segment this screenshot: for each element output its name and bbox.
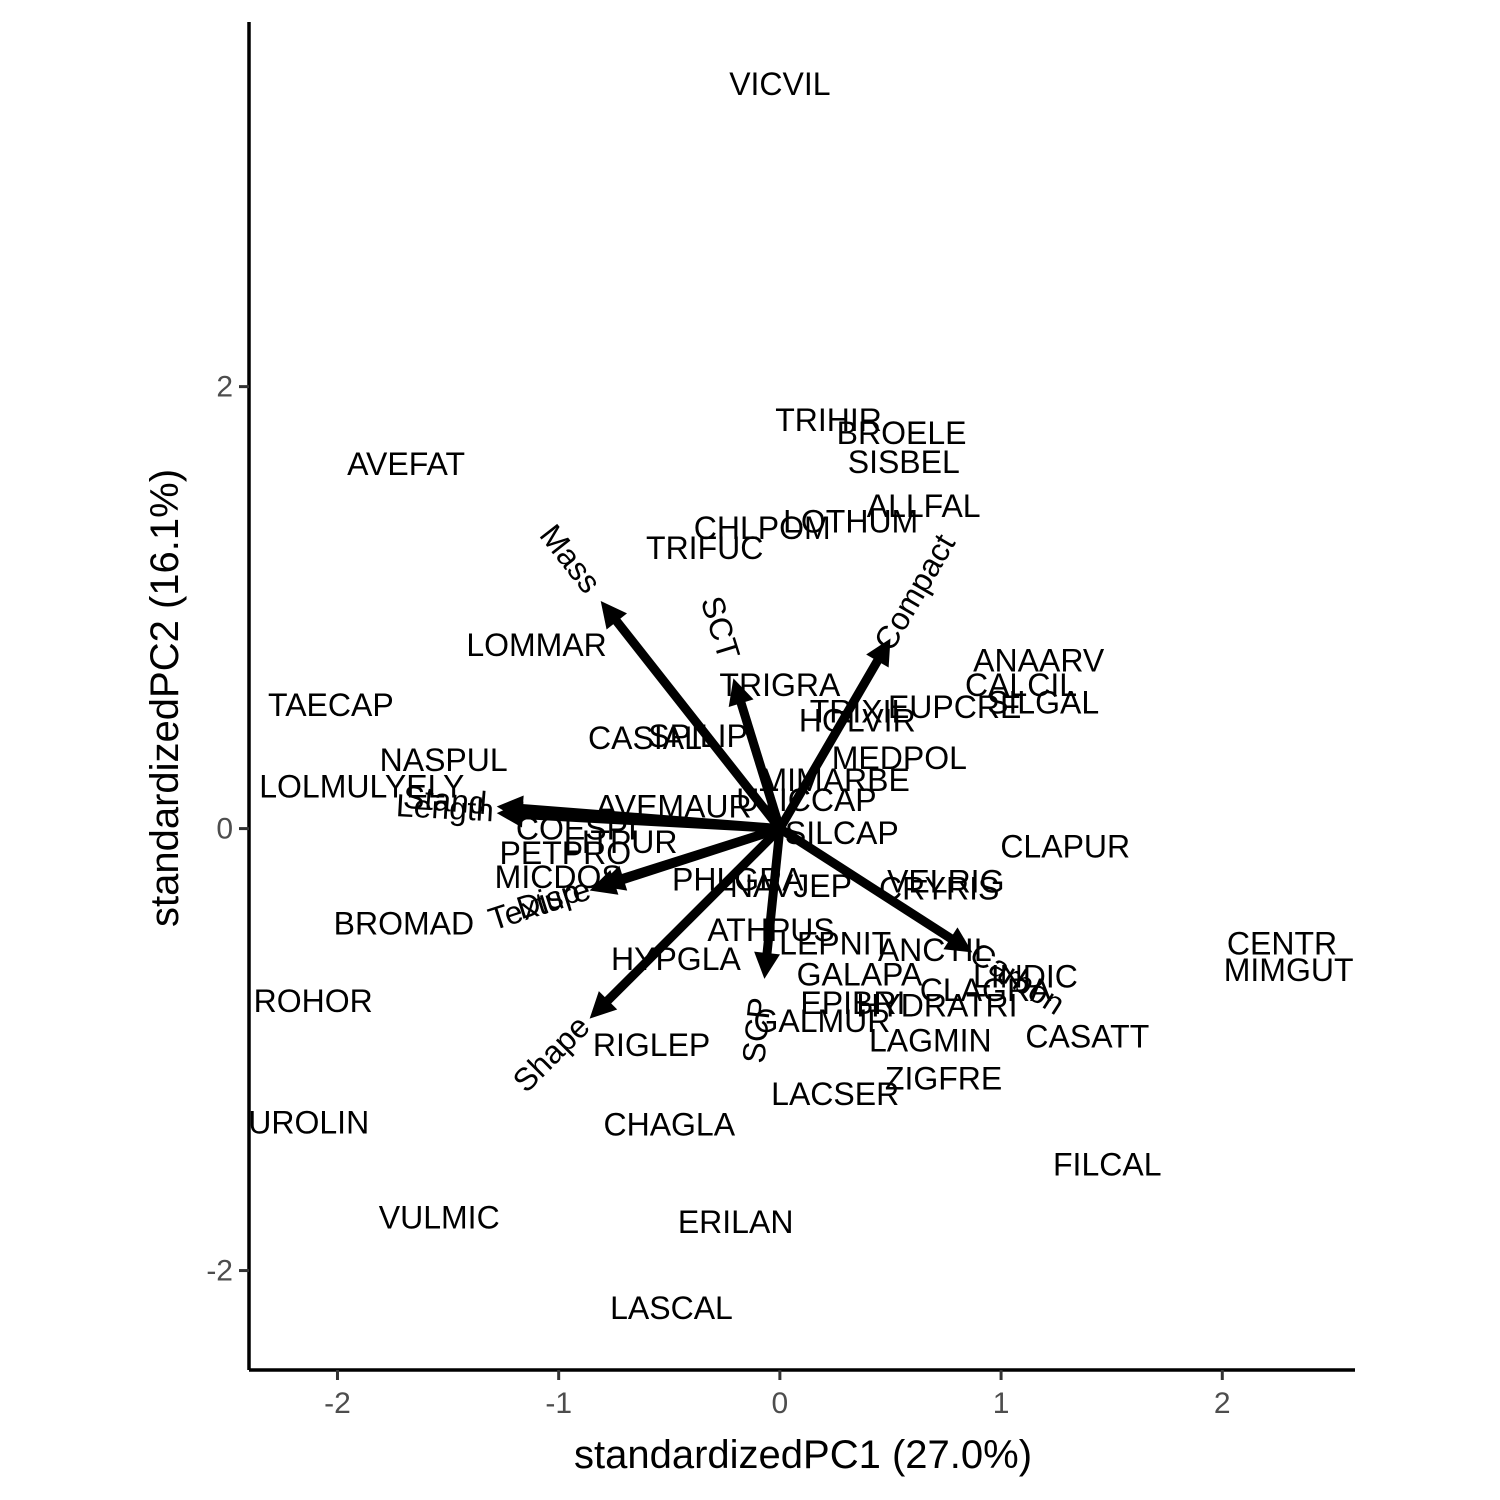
loading-arrow-head: [600, 600, 628, 630]
species-label: HOLVIR: [799, 702, 916, 738]
loading-arrow-head: [589, 991, 618, 1019]
species-label: SPILIP: [648, 718, 748, 754]
loading-arrow: [762, 828, 785, 958]
species-label: CASATT: [1025, 1018, 1149, 1054]
species-label: UROLIN: [248, 1104, 369, 1140]
loading-arrow-head: [754, 951, 780, 979]
loading-arrow: [735, 698, 785, 830]
species-label: LACSER: [771, 1076, 899, 1112]
species-label: CALCIL: [965, 667, 1077, 703]
species-label: CASIAL: [588, 720, 702, 756]
species-label: EUPCRE: [888, 689, 1021, 725]
species-label: VELRIG: [887, 864, 1004, 900]
variable-label: Stand: [402, 779, 488, 821]
species-label: PETPRO: [500, 835, 632, 871]
species-label: ERILAN: [678, 1204, 794, 1240]
species-label: EPIBRI: [800, 985, 905, 1021]
species-label: LITPUR: [564, 824, 678, 860]
species-label: CLAGRA: [920, 972, 1052, 1008]
species-label: UTICCAP: [736, 782, 876, 818]
species-label: VICVIL: [729, 66, 830, 102]
loading-arrow: [518, 809, 781, 834]
x-axis-title: standardizedPC1 (27.0%): [574, 1433, 1032, 1477]
species-label: CRYRIS: [879, 870, 999, 906]
y-tick-label: 0: [216, 813, 233, 846]
loading-arrow-head: [866, 638, 891, 668]
loading-arrow-head: [496, 801, 524, 828]
species-label: CHAGLA: [603, 1107, 735, 1143]
y-axis-title: standardizedPC2 (16.1%): [143, 469, 187, 927]
species-label: LASCAL: [610, 1290, 733, 1326]
species-label: GALAPA: [797, 956, 923, 992]
loading-arrow-head: [598, 865, 628, 891]
species-label: CLAPUR: [1000, 828, 1130, 864]
species-label: TRIXIL: [810, 693, 910, 729]
species-label: HYDRATRI: [856, 987, 1017, 1023]
loading-arrow-head: [728, 678, 754, 708]
x-tick-label: 1: [993, 1387, 1010, 1420]
species-label: CENTR: [1227, 926, 1337, 962]
loading-arrow: [610, 615, 784, 832]
species-label: LOMMAR: [466, 627, 606, 663]
species-label: ALLFAL: [867, 488, 981, 524]
species-label: AVEFAT: [347, 446, 465, 482]
loading-arrow-head: [943, 927, 973, 953]
species-label: SILGAL: [987, 685, 1099, 721]
y-tick-label: -2: [206, 1255, 233, 1288]
species-label: ANCTIL: [878, 932, 992, 968]
species-label: MIMARBE: [761, 762, 910, 798]
species-label: ANAARV: [973, 643, 1105, 679]
species-label: TRIGRA: [719, 667, 841, 703]
species-label: COESPI: [516, 811, 637, 847]
x-tick-label: -2: [324, 1387, 351, 1420]
variable-label: Length: [395, 787, 495, 828]
species-label: BROELE: [837, 415, 967, 451]
species-label: ZIGFRE: [885, 1060, 1002, 1096]
species-label: BROMAD: [334, 906, 474, 942]
axes: -2 -1 0 1 2 -2 0 2: [206, 22, 1355, 1420]
species-label: MIMGUT: [1224, 952, 1354, 988]
x-tick-label: -1: [545, 1387, 572, 1420]
species-label: LINDIC: [973, 959, 1078, 995]
species-label: HYPGLA: [611, 941, 741, 977]
species-label: NASPUL: [380, 742, 508, 778]
species-label: TRIFUC: [646, 530, 763, 566]
x-tick-label: 2: [1214, 1387, 1231, 1420]
x-tick-label: 0: [772, 1387, 789, 1420]
species-label: RIGLEP: [593, 1027, 710, 1063]
variable-label: Compact: [867, 528, 963, 657]
species-label: CHLPOM: [694, 510, 831, 546]
species-label: VULMIC: [379, 1200, 500, 1236]
species-label: LOLMULYELY: [259, 769, 464, 805]
species-label: LOTHUM: [783, 503, 918, 539]
species-label: ROHOR: [254, 983, 373, 1019]
species-label: SILCAP: [785, 815, 899, 851]
species-label: TRIHIR: [775, 402, 882, 438]
variable-label: Mass: [533, 517, 609, 599]
species-label: SISBEL: [848, 444, 960, 480]
species-label: MICDOS: [495, 859, 623, 895]
species-label: MEDPOL: [832, 740, 967, 776]
loading-arrow: [602, 825, 784, 1007]
variable-label: Shape: [506, 1008, 597, 1099]
species-label: ATHPUS: [707, 912, 834, 948]
species-label: LEPNIT: [779, 926, 891, 962]
loading-arrow: [618, 824, 782, 884]
variable-label: SCT: [694, 592, 747, 664]
y-tick-label: 2: [216, 371, 233, 404]
species-label: LAGMIN: [869, 1023, 992, 1059]
loading-arrow: [775, 655, 884, 831]
species-label: PHLGRA: [672, 861, 804, 897]
species-label: AVEMAUR: [596, 788, 752, 824]
variable-label: SCP: [735, 996, 778, 1065]
species-label: TAECAP: [268, 687, 394, 723]
loading-arrow: [777, 824, 957, 945]
species-label: GALMUR: [753, 1003, 890, 1039]
species-label: FILCAL: [1053, 1146, 1161, 1182]
species-label: NAVJEP: [730, 868, 852, 904]
